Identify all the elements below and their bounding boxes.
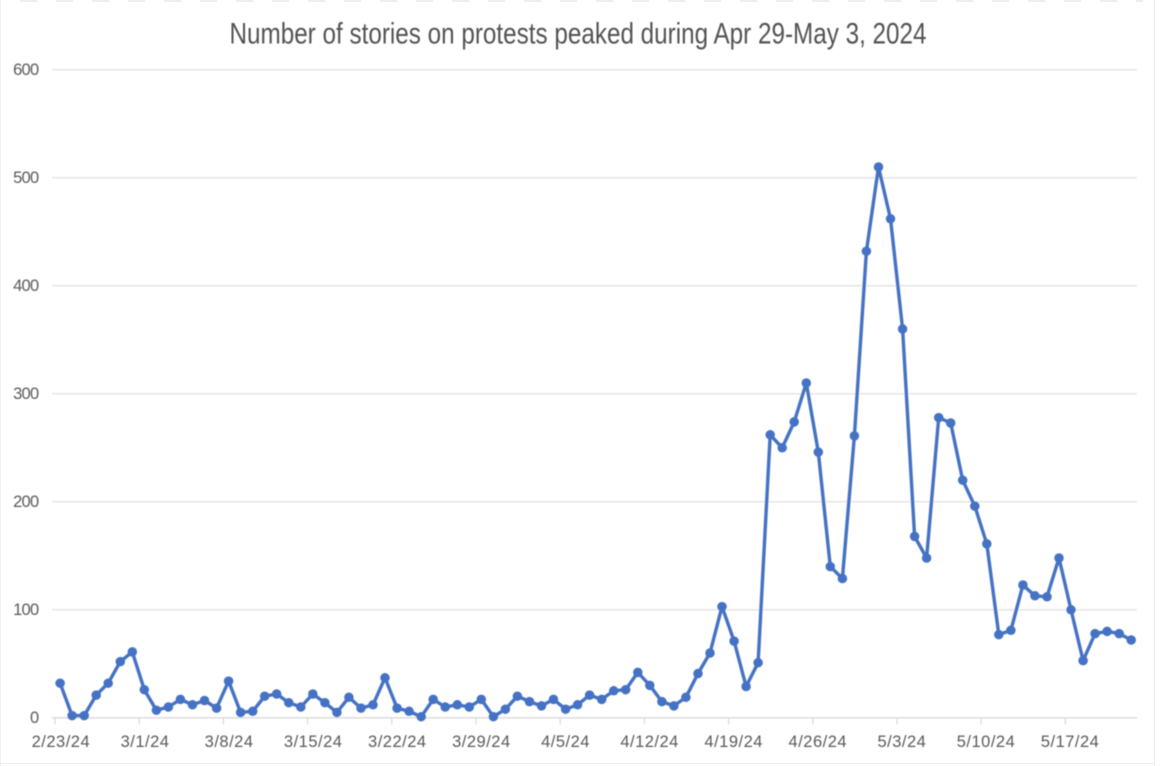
svg-text:Number of stories on protests: Number of stories on protests peaked dur… xyxy=(230,18,927,51)
svg-text:3/15/24: 3/15/24 xyxy=(284,733,343,751)
svg-text:5/10/24: 5/10/24 xyxy=(957,733,1016,751)
svg-text:200: 200 xyxy=(13,493,39,511)
svg-text:5/3/24: 5/3/24 xyxy=(877,733,926,751)
svg-text:100: 100 xyxy=(13,601,39,619)
svg-text:0: 0 xyxy=(30,709,39,727)
svg-text:600: 600 xyxy=(13,61,39,79)
svg-text:400: 400 xyxy=(13,277,39,295)
svg-text:3/8/24: 3/8/24 xyxy=(205,733,254,751)
svg-text:2/23/24: 2/23/24 xyxy=(32,733,91,751)
svg-text:3/1/24: 3/1/24 xyxy=(121,733,170,751)
svg-text:500: 500 xyxy=(13,169,39,187)
svg-text:4/26/24: 4/26/24 xyxy=(789,733,848,751)
svg-text:4/12/24: 4/12/24 xyxy=(620,733,679,751)
svg-text:300: 300 xyxy=(13,385,39,403)
svg-text:4/19/24: 4/19/24 xyxy=(704,733,763,751)
svg-text:3/29/24: 3/29/24 xyxy=(452,733,511,751)
svg-text:5/17/24: 5/17/24 xyxy=(1041,733,1100,751)
svg-text:3/22/24: 3/22/24 xyxy=(368,733,427,751)
svg-text:4/5/24: 4/5/24 xyxy=(541,733,590,751)
